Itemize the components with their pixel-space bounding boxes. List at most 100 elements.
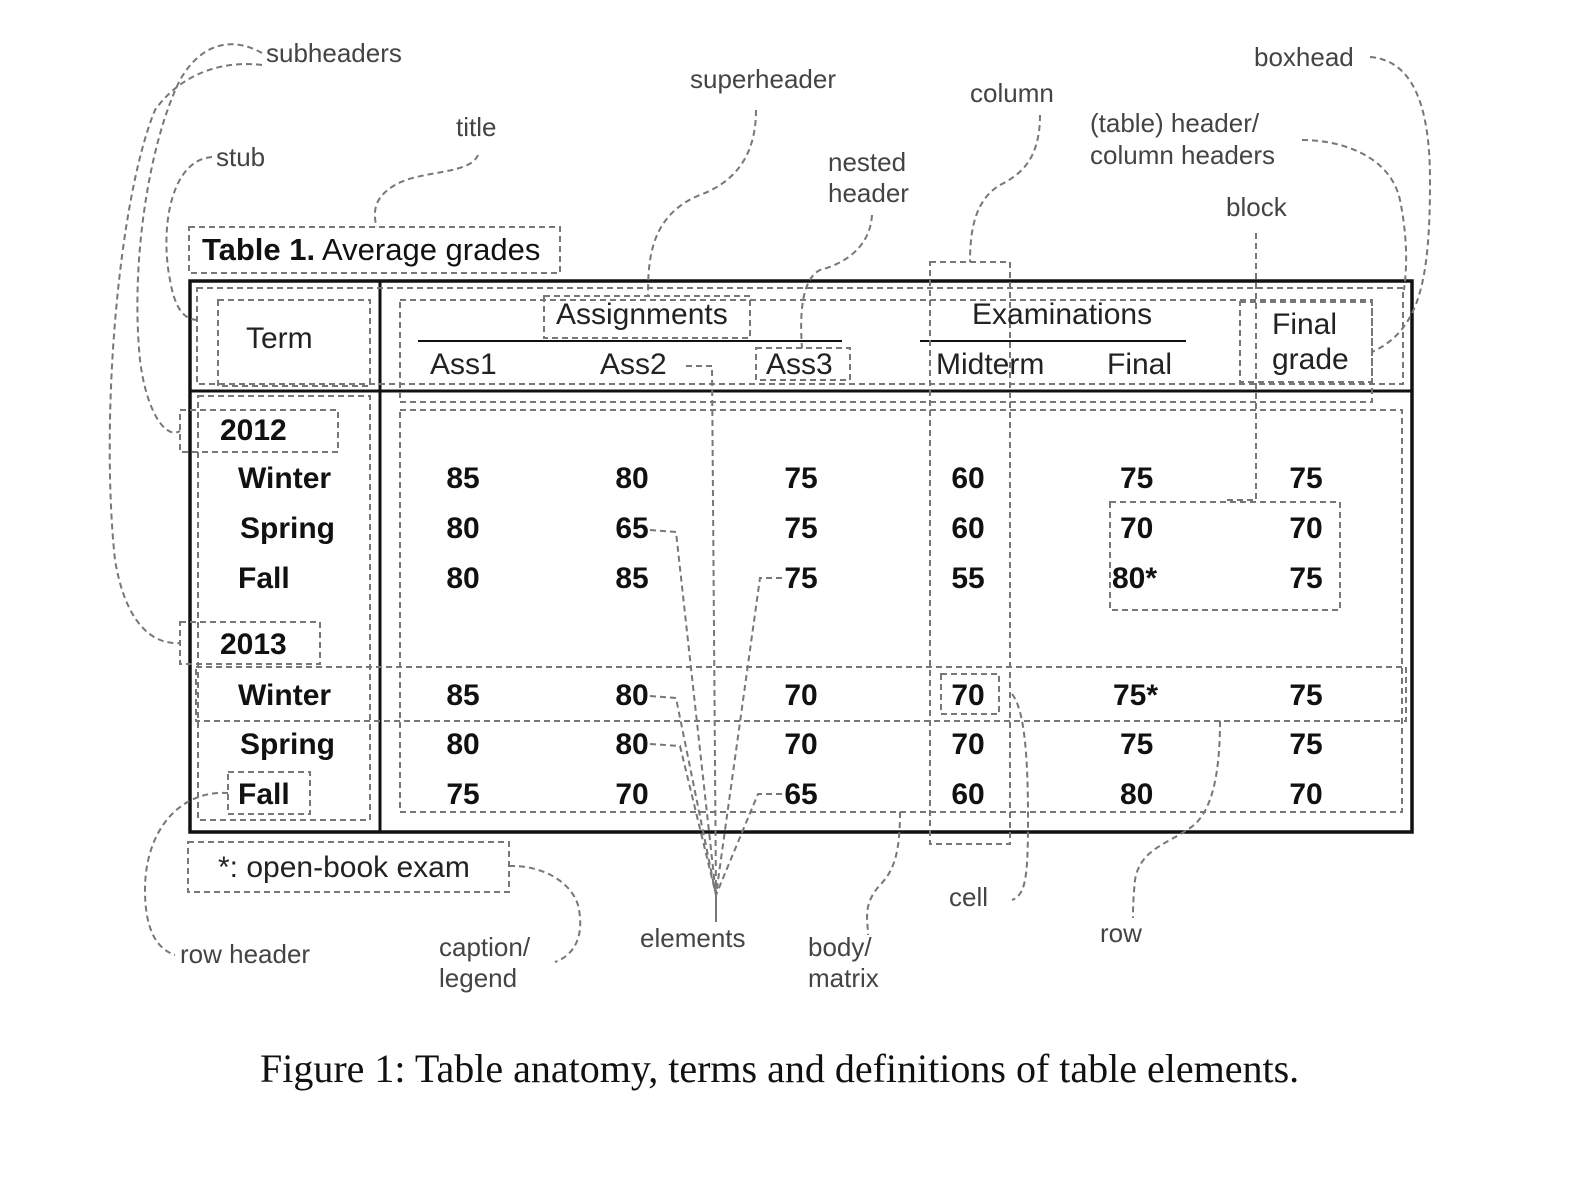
column-headers-box — [399, 299, 1373, 403]
table-cell: 80* — [1112, 562, 1158, 595]
boxhead-box — [196, 287, 1404, 385]
table-cell: 75 — [1289, 728, 1323, 761]
table-cell: 85 — [615, 562, 649, 595]
table-cell: 75 — [1120, 462, 1154, 495]
row-header: Spring — [240, 728, 335, 761]
leader-lines — [108, 43, 1432, 963]
table-cell: 65 — [784, 778, 818, 811]
body-box — [399, 409, 1403, 813]
header-ass2: Ass2 — [600, 348, 667, 381]
leader-stub — [165, 156, 213, 321]
block-box — [1109, 501, 1341, 611]
table-frame — [188, 279, 1414, 834]
table-cell: 80 — [446, 728, 480, 761]
annotation-table-header-line1: (table) header/ — [1090, 108, 1260, 138]
header-final-grade-line1: Final — [1272, 308, 1338, 341]
annotation-nested-header-line1: nested — [828, 147, 907, 177]
annotation-stub: stub — [216, 142, 266, 172]
header-term: Term — [246, 322, 313, 355]
leader-title — [373, 154, 479, 228]
table-cell: 70 — [615, 778, 649, 811]
table-cell: 85 — [446, 462, 480, 495]
annotation-table-header-line2: column headers — [1090, 140, 1275, 170]
annotation-row: row — [1100, 918, 1142, 948]
table-title-text: Average grades — [315, 232, 541, 267]
table-cell: 65 — [615, 512, 649, 545]
annotation-row-header: row header — [180, 939, 311, 969]
final-grade-box — [1239, 301, 1373, 383]
annotation-subheaders: subheaders — [266, 38, 402, 68]
annotation-column: column — [970, 78, 1054, 108]
leader-caption — [508, 864, 582, 963]
table-cell: 70 — [951, 679, 985, 712]
table-cell: 60 — [951, 462, 985, 495]
table-legend: *: open-book exam — [218, 851, 470, 884]
annotation-nested-header-line2: header — [828, 178, 909, 208]
leader-table-header — [1301, 139, 1408, 291]
leader-block — [1226, 233, 1257, 501]
assignments-box — [543, 295, 751, 339]
leader-superheader — [647, 109, 757, 297]
table-cell: 75 — [784, 562, 818, 595]
leader-subheaders-a — [136, 43, 263, 434]
leader-column — [969, 114, 1041, 263]
header-ass1: Ass1 — [430, 348, 497, 381]
row-header-box — [227, 771, 311, 815]
leader-nested-header — [800, 214, 873, 349]
leader-cell — [1011, 693, 1030, 901]
table-cell: 75 — [784, 512, 818, 545]
table-cell: 85 — [446, 679, 480, 712]
table-cell: 70 — [1289, 512, 1323, 545]
table-cell: 80 — [446, 512, 480, 545]
annotation-boxhead: boxhead — [1254, 42, 1354, 72]
legend-box — [187, 841, 510, 893]
annotation-elements: elements — [640, 923, 746, 953]
annotation-body-line2: matrix — [808, 963, 879, 993]
annotation-caption-line2: legend — [439, 963, 518, 993]
annotation-block: block — [1226, 192, 1287, 222]
annotation-superheader: superheader — [690, 64, 836, 94]
row-header: Fall — [238, 778, 290, 811]
annotation-caption-line1: caption/ — [439, 932, 531, 962]
superheader-assignments: Assignments — [556, 298, 728, 331]
table-cell: 55 — [951, 562, 985, 595]
table-cell: 80 — [615, 462, 649, 495]
leader-boxhead — [1369, 56, 1432, 353]
table-cell: 70 — [1120, 512, 1154, 545]
row-box — [195, 666, 1407, 722]
leader-subheaders-b — [108, 63, 263, 645]
table-cell: 75 — [1289, 462, 1323, 495]
leader-row-header — [143, 791, 229, 956]
header-final-grade-line2: grade — [1272, 343, 1349, 376]
leader-elements-e5 — [715, 793, 782, 896]
table-cell: 80 — [615, 679, 649, 712]
table-cell: 80 — [615, 728, 649, 761]
table-cell: 80 — [446, 562, 480, 595]
subheader-2013: 2013 — [220, 628, 287, 661]
table-title-label: Table 1. — [202, 232, 316, 267]
cell-box — [940, 673, 1000, 715]
header-final: Final — [1107, 348, 1173, 381]
leader-elements-ass2 — [686, 365, 717, 896]
table-cell: 75 — [1289, 679, 1323, 712]
table-cell: 80 — [1120, 778, 1154, 811]
table-cell: 75 — [446, 778, 480, 811]
ass3-box — [755, 347, 851, 381]
table-cell: 70 — [784, 679, 818, 712]
table-title: Table 1. Average grades — [202, 232, 540, 268]
table-cell: 70 — [951, 728, 985, 761]
title-box — [188, 226, 561, 274]
annotation-boxes — [179, 226, 1407, 893]
table-cell: 70 — [784, 728, 818, 761]
row-header: Fall — [238, 562, 290, 595]
leader-elements-e2 — [649, 695, 717, 896]
stub-box — [197, 395, 371, 821]
superheader-examinations: Examinations — [972, 298, 1153, 331]
table-cell: 75 — [784, 462, 818, 495]
table-cell: 75* — [1113, 679, 1159, 712]
row-header: Winter — [238, 462, 332, 495]
table-cell: 60 — [951, 778, 985, 811]
annotation-cell: cell — [949, 882, 989, 912]
table-cell: 60 — [951, 512, 985, 545]
subheader-2012: 2012 — [220, 414, 287, 447]
